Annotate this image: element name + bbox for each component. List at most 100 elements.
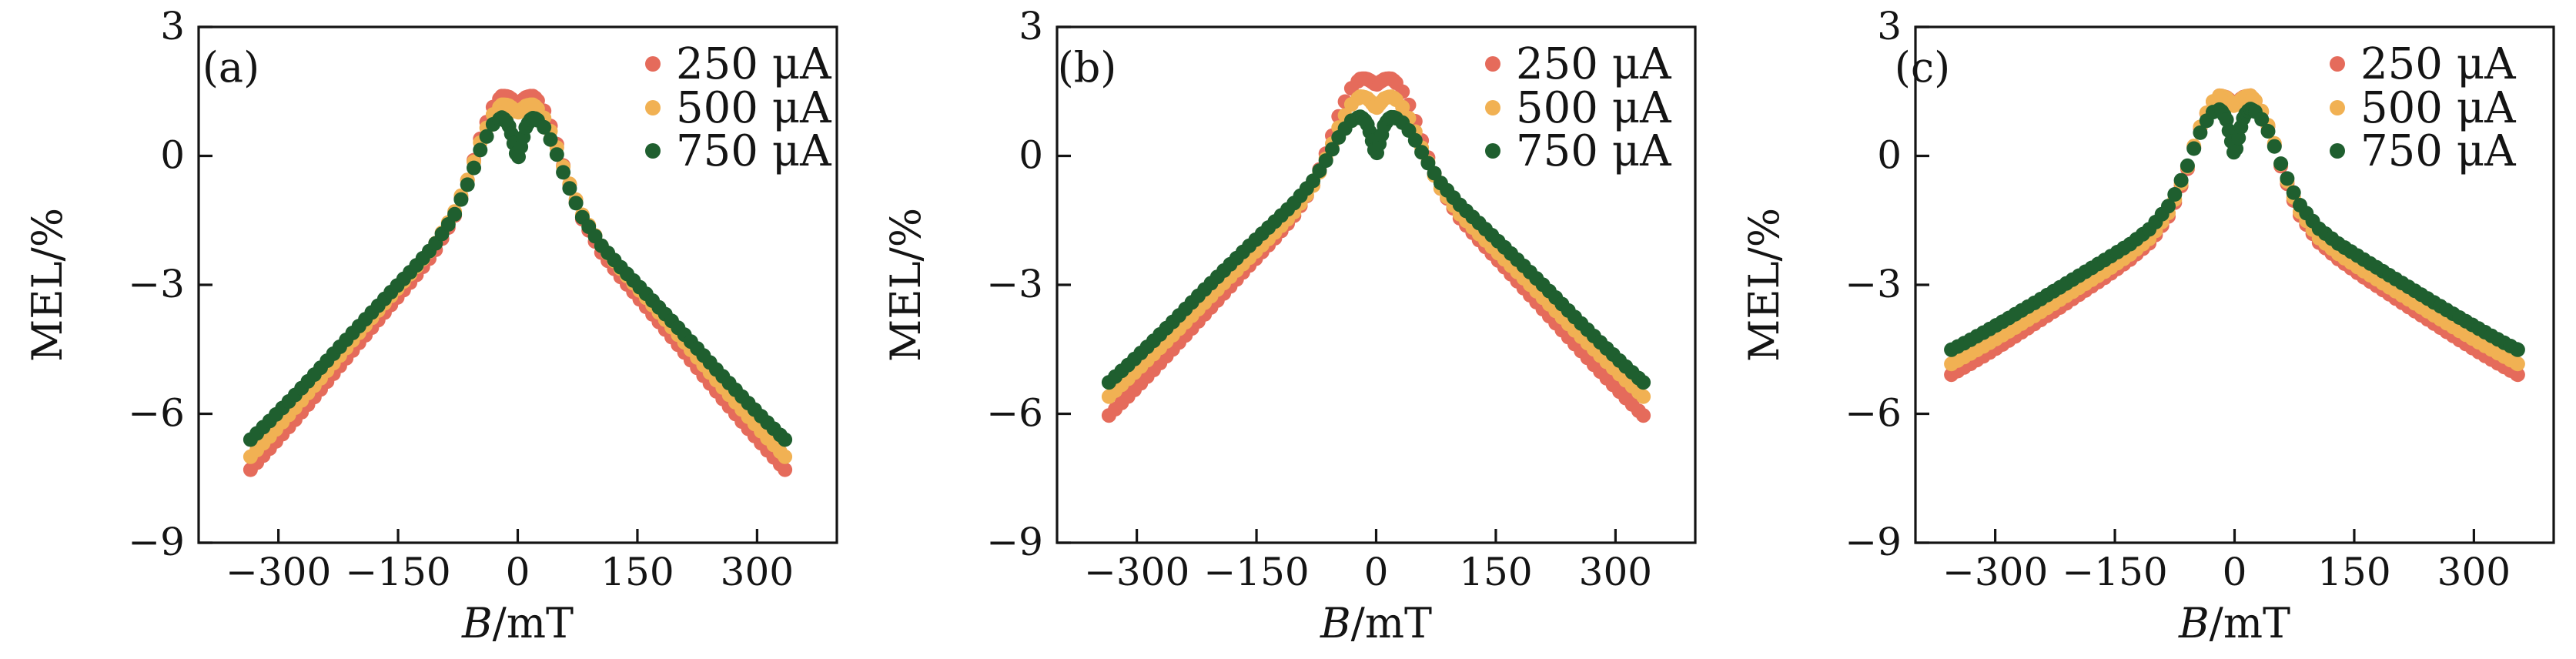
y-tick-label: 0 bbox=[1877, 133, 1902, 178]
x-axis-label: B/mT bbox=[1320, 599, 1432, 647]
legend-marker-icon bbox=[2330, 143, 2345, 159]
data-point bbox=[2173, 172, 2189, 188]
data-point bbox=[778, 462, 793, 477]
legend-label: 500 μA bbox=[676, 83, 831, 133]
legend-marker-icon bbox=[2330, 56, 2345, 72]
x-tick-label: −150 bbox=[2062, 550, 2167, 594]
y-tick-label: −9 bbox=[128, 520, 185, 564]
y-tick-label: 3 bbox=[1019, 4, 1043, 49]
data-point bbox=[2254, 112, 2270, 127]
data-point bbox=[2510, 356, 2525, 372]
x-tick-label: −300 bbox=[1942, 550, 2048, 594]
x-axis-label: B/mT bbox=[461, 599, 574, 647]
legend-marker-icon bbox=[645, 56, 661, 72]
x-tick-label: 150 bbox=[2317, 550, 2390, 594]
x-tick-label: −150 bbox=[1203, 550, 1309, 594]
x-tick-label: 150 bbox=[601, 550, 674, 594]
data-point bbox=[2510, 367, 2525, 383]
legend-marker-icon bbox=[1485, 100, 1500, 115]
data-point bbox=[453, 192, 469, 207]
legend-label: 500 μA bbox=[1516, 83, 1671, 133]
x-tick-label: 150 bbox=[1459, 550, 1532, 594]
data-point bbox=[460, 177, 475, 192]
data-point bbox=[473, 142, 488, 158]
data-point bbox=[556, 165, 571, 180]
y-tick-label: 0 bbox=[160, 133, 185, 178]
data-point bbox=[562, 181, 577, 196]
y-tick-label: −6 bbox=[986, 391, 1043, 436]
x-tick-label: −300 bbox=[226, 550, 331, 594]
panel-a-chart: −300 −150 0 150 300 3 0 −3 −6 −9 B/mT MEL/% (a) 250 μ… bbox=[23, 4, 838, 647]
data-point bbox=[537, 119, 552, 135]
y-tick-label: −9 bbox=[986, 520, 1043, 564]
data-point bbox=[1407, 132, 1423, 148]
x-tick-label: 0 bbox=[506, 550, 530, 594]
data-point bbox=[479, 129, 494, 144]
legend-label: 750 μA bbox=[2360, 126, 2516, 176]
y-tick-label: −3 bbox=[986, 262, 1043, 306]
data-point bbox=[1325, 142, 1340, 157]
data-point bbox=[2280, 171, 2295, 186]
panel-tag: (b) bbox=[1058, 43, 1117, 92]
data-point bbox=[467, 160, 481, 176]
panel-b: −300 −150 0 150 300 3 0 −3 −6 −9 B/mT MEL/% (b) 250 μ… bbox=[858, 0, 1717, 659]
x-tick-label: 300 bbox=[2437, 550, 2511, 594]
x-tick-label: 0 bbox=[1364, 550, 1389, 594]
panel-b-chart: −300 −150 0 150 300 3 0 −3 −6 −9 B/mT MEL/% (b) 250 μ… bbox=[882, 4, 1697, 647]
legend-marker-icon bbox=[2330, 100, 2345, 115]
y-tick-label: −6 bbox=[128, 391, 185, 436]
x-axis-label: B/mT bbox=[2178, 599, 2290, 647]
y-axis-label: MEL/% bbox=[882, 208, 930, 362]
y-tick-label: −3 bbox=[1845, 262, 1902, 306]
y-tick-label: −9 bbox=[1845, 520, 1902, 564]
data-point bbox=[2286, 185, 2301, 200]
data-point bbox=[447, 206, 463, 222]
y-tick-label: −6 bbox=[1845, 391, 1902, 436]
y-tick-label: −3 bbox=[128, 262, 185, 306]
data-point bbox=[568, 196, 584, 211]
data-point bbox=[778, 449, 793, 464]
x-tick-label: 300 bbox=[721, 550, 794, 594]
legend-marker-icon bbox=[1485, 56, 1500, 72]
x-tick-label: −300 bbox=[1084, 550, 1189, 594]
data-point bbox=[2510, 342, 2525, 357]
series-markers-2 bbox=[1944, 102, 2525, 357]
data-point bbox=[1318, 153, 1333, 169]
panel-tag: (c) bbox=[1895, 43, 1950, 92]
data-point bbox=[1636, 375, 1651, 390]
data-point bbox=[2161, 199, 2176, 214]
y-tick-label: 3 bbox=[160, 4, 185, 49]
data-point bbox=[2260, 124, 2276, 139]
data-point bbox=[2193, 125, 2208, 140]
y-axis-label: MEL/% bbox=[1740, 208, 1788, 362]
data-point bbox=[2186, 141, 2202, 156]
data-point bbox=[2267, 139, 2282, 154]
data-point bbox=[543, 132, 558, 147]
y-axis-label: MEL/% bbox=[23, 208, 72, 362]
series-markers-2 bbox=[243, 110, 793, 447]
panel-tag: (a) bbox=[202, 43, 259, 92]
data-point bbox=[1414, 145, 1430, 160]
legend-label: 500 μA bbox=[2360, 83, 2516, 133]
data-point bbox=[1636, 389, 1651, 404]
data-point bbox=[1395, 99, 1410, 115]
legend-label: 750 μA bbox=[676, 126, 831, 176]
x-tick-label: 0 bbox=[2223, 550, 2247, 594]
legend-marker-icon bbox=[645, 143, 661, 159]
panel-a: −300 −150 0 150 300 3 0 −3 −6 −9 B/mT MEL/% (a) 250 μ… bbox=[0, 0, 858, 659]
data-point bbox=[2273, 156, 2289, 172]
x-tick-label: −150 bbox=[345, 550, 450, 594]
legend-label: 750 μA bbox=[1516, 126, 1671, 176]
data-point bbox=[778, 432, 793, 447]
x-tick-label: 300 bbox=[1579, 550, 1652, 594]
series-markers-2 bbox=[1101, 109, 1651, 390]
panel-c: −300 −150 0 150 300 3 0 −3 −6 −9 B/mT MEL/% (c) 250 μ… bbox=[1717, 0, 2576, 659]
data-point bbox=[2180, 158, 2195, 173]
legend-label: 250 μA bbox=[1516, 39, 1671, 89]
data-point bbox=[2167, 187, 2183, 202]
y-tick-label: 3 bbox=[1877, 4, 1902, 49]
